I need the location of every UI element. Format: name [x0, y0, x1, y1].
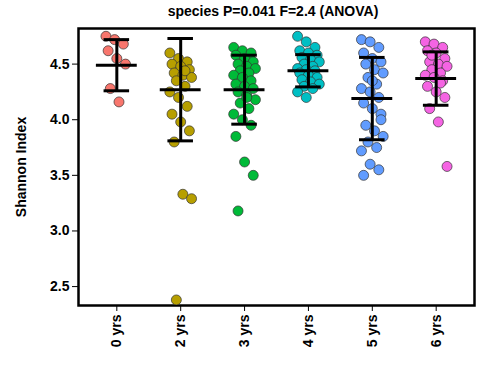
svg-text:3.5: 3.5 — [50, 167, 70, 183]
svg-text:Shannon Index: Shannon Index — [13, 117, 29, 218]
svg-text:3 yrs: 3 yrs — [236, 314, 252, 347]
svg-text:0 yrs: 0 yrs — [108, 314, 124, 347]
svg-text:4.0: 4.0 — [50, 111, 70, 127]
svg-text:3.0: 3.0 — [50, 222, 70, 238]
svg-text:2 yrs: 2 yrs — [172, 314, 188, 347]
html-text:species P=0.041 F=2.4 (ANOVA): species P=0.041 F=2.4 (ANOVA) — [167, 3, 379, 19]
svg-text:6 yrs: 6 yrs — [428, 314, 444, 347]
svg-text:4 yrs: 4 yrs — [300, 314, 316, 347]
svg-text:5 yrs: 5 yrs — [364, 314, 380, 347]
svg-text:4.5: 4.5 — [50, 56, 70, 72]
svg-text:2.5: 2.5 — [50, 278, 70, 294]
